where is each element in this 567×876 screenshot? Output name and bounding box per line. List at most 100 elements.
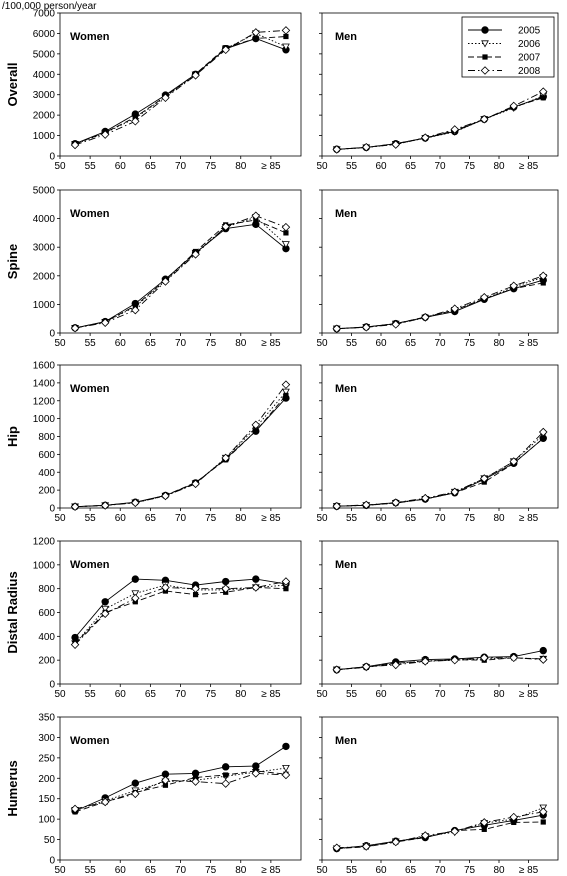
x-tick-label: 60 [115,161,127,172]
panel-distal-radius-men: 50 55 60 65 70 75 80 ≥ 85 Men [316,540,559,700]
y-tick-label: 200 [38,656,55,667]
data-point-marker [161,491,170,501]
panel-overall-women: 50 55 60 65 70 75 80 ≥ 85 0 1000 2000 3000 4000 5000 6… [5,9,302,172]
series-line-2008 [74,29,286,146]
y-tick-label: 250 [38,753,55,764]
y-tick-label: 800 [38,584,55,595]
data-point-marker [282,388,290,396]
plot-frame [321,189,559,334]
data-point-marker [281,26,291,35]
series-line-2008 [336,91,544,150]
row-label: Distal Radius [5,571,20,653]
series-line-2008 [336,657,544,671]
data-point-marker [540,95,546,101]
x-tick-label: 80 [235,689,247,700]
panel-sex-label: Women [70,383,110,395]
x-tick-label: 75 [205,161,217,172]
data-point-marker [450,125,460,134]
panel-sex-label: Women [70,559,110,571]
data-point-marker [332,501,342,511]
x-tick-label: 75 [205,689,217,700]
data-point-marker [509,457,519,466]
x-tick-label: 50 [316,689,328,700]
data-point-marker [420,657,430,666]
y-tick-label: 0 [49,504,55,515]
x-tick-label: 65 [145,161,157,172]
data-point-marker [221,763,230,771]
data-point-marker [332,843,342,853]
x-tick-label: 80 [235,865,247,876]
legend-label: 2008 [518,66,541,77]
x-tick-label: 70 [175,689,187,700]
data-point-marker [283,586,289,592]
data-point-marker [251,28,261,37]
x-tick-label: 60 [115,513,127,524]
data-point-marker [192,592,199,598]
x-tick-label: 60 [375,513,387,524]
x-tick-label: ≥ 85 [261,513,281,524]
data-point-marker [481,826,487,832]
data-point-marker [191,71,200,80]
y-tick-label: 6000 [33,29,56,40]
y-tick-label: 4000 [33,214,56,225]
x-tick-label: 70 [434,161,446,172]
data-point-marker [161,277,170,286]
panel-sex-label: Men [335,31,357,43]
unit-label: /100,000 person/year [2,1,97,12]
panel-distal-radius-women: 50 55 60 65 70 75 80 ≥ 85 0 200 400 600 800 1000 1200 D… [5,537,302,700]
data-point-marker [540,435,546,441]
x-tick-label: ≥ 85 [261,338,281,349]
series-line-2007 [336,282,544,330]
x-tick-label: 65 [405,161,417,172]
x-tick-label: 55 [85,513,97,524]
panel-sex-label: Men [335,559,357,571]
data-point-marker [162,782,169,788]
x-tick-label: 55 [346,161,358,172]
x-tick-label: 70 [434,513,446,524]
panel-sex-label: Women [70,208,110,220]
panel-humerus-women: 50 55 60 65 70 75 80 ≥ 85050100150200250300350H… [5,713,302,876]
x-tick-label: 65 [145,865,157,876]
x-tick-label: ≥ 85 [519,161,539,172]
data-point-marker [450,655,460,665]
y-tick-label: 200 [38,486,55,497]
series-line-2007 [74,770,286,813]
y-tick-label: 4000 [33,70,56,81]
data-point-marker [281,577,291,586]
panel-hip-men: 50 55 60 65 70 75 80 ≥ 85 Men [316,364,559,524]
y-tick-label: 1000 [33,131,56,142]
data-point-marker [361,662,371,671]
y-tick-label: 1200 [33,396,56,407]
data-point-marker [131,117,140,126]
chart-panels: 50 55 60 65 70 75 80 ≥ 850100020003000400050006… [5,9,559,876]
x-tick-label: 65 [145,338,157,349]
series-line-2005 [74,578,286,638]
data-point-marker [161,93,170,103]
row-label: Humerus [5,760,20,816]
plot-frame [321,364,559,509]
panel-overall-men: 50 55 60 65 70 75 80 ≥ 85 Men [316,12,559,172]
legend-box [461,16,555,78]
panel-spine-women: 50 55 60 65 70 75 80 ≥ 85 0 1000 2000 3000 4000 5000 S… [5,186,302,349]
data-point-marker [70,140,80,150]
data-point-marker [191,250,200,259]
data-point-marker [479,114,489,124]
panel-sex-label: Women [70,31,110,43]
data-point-marker [361,142,371,152]
x-tick-label: 75 [205,865,217,876]
x-tick-label: 55 [346,865,358,876]
x-tick-label: 80 [235,161,247,172]
y-tick-label: 800 [38,432,55,443]
panel-spine-men: 50 55 60 65 70 75 80 ≥ 85 Men [316,189,559,349]
y-tick-label: 3000 [33,243,56,254]
x-tick-label: 50 [316,338,328,349]
y-tick-label: 0 [49,152,55,163]
x-tick-label: 70 [434,689,446,700]
data-point-marker [221,779,230,788]
x-tick-label: 70 [175,865,187,876]
row-label: Hip [5,426,20,447]
plot-frame [321,716,559,861]
data-point-marker [70,640,80,649]
legend-label: 2005 [518,26,541,37]
